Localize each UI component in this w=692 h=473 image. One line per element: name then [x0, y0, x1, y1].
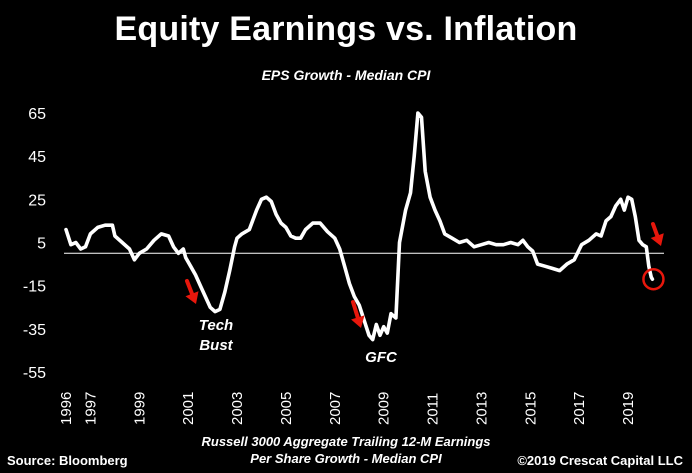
y-tick-label: 65 [28, 106, 46, 123]
gfc-arrow [351, 300, 365, 328]
source-label: Source: Bloomberg [7, 453, 128, 468]
x-tick-label: 1999 [131, 392, 148, 425]
x-tick-label: 2011 [425, 393, 442, 425]
x-axis: 1996 1997 1999 2001 2003 2005 2007 2009 2011 2013… [58, 392, 637, 425]
current-arrow [650, 222, 664, 246]
annotation-layer: Tech Bust GFC [185, 222, 665, 366]
x-tick-label: 2003 [229, 392, 246, 425]
x-tick-label: 2005 [278, 392, 295, 425]
caption-line-2: Per Share Growth - Median CPI [250, 451, 442, 466]
arrow-shaft [351, 300, 360, 320]
x-tick-label: 2013 [473, 392, 490, 425]
y-tick-label: -15 [23, 279, 46, 296]
tech-bust-label: Bust [199, 337, 233, 354]
gfc-label: GFC [365, 349, 398, 366]
series-layer [64, 111, 655, 342]
caption-line-1: Russell 3000 Aggregate Trailing 12-M Ear… [201, 434, 491, 449]
copyright-label: ©2019 Crescat Capital LLC [517, 453, 683, 468]
x-tick-label: 2015 [522, 392, 539, 425]
arrow-shaft [185, 279, 194, 296]
y-axis: 65 45 25 5 -15 -35 -55 [23, 106, 46, 382]
x-tick-label: 2009 [376, 392, 393, 425]
x-tick-label: 2019 [620, 392, 637, 425]
y-tick-label: 45 [28, 149, 46, 166]
y-tick-label: 25 [28, 192, 46, 209]
series-line-eps-minus-cpi [64, 111, 655, 342]
arrow-shaft [651, 222, 660, 238]
y-tick-label: -35 [23, 322, 46, 339]
x-tick-label: 2017 [571, 392, 588, 425]
chart-subtitle: EPS Growth - Median CPI [261, 67, 431, 83]
x-tick-label: 1996 [58, 392, 75, 425]
arrow-head [650, 233, 664, 246]
tech-bust-label: Tech [199, 317, 233, 334]
tech-bust-arrow [185, 279, 199, 304]
y-tick-label: 5 [37, 236, 46, 253]
x-tick-label: 2007 [327, 392, 344, 425]
latest-value-highlight-circle [642, 267, 665, 291]
arrow-head [185, 291, 199, 304]
y-tick-label: -55 [23, 365, 46, 382]
arrow-head [351, 315, 365, 328]
x-tick-label: 2001 [180, 392, 197, 425]
chart-title: Equity Earnings vs. Inflation [114, 10, 578, 48]
x-tick-label: 1997 [82, 392, 99, 425]
